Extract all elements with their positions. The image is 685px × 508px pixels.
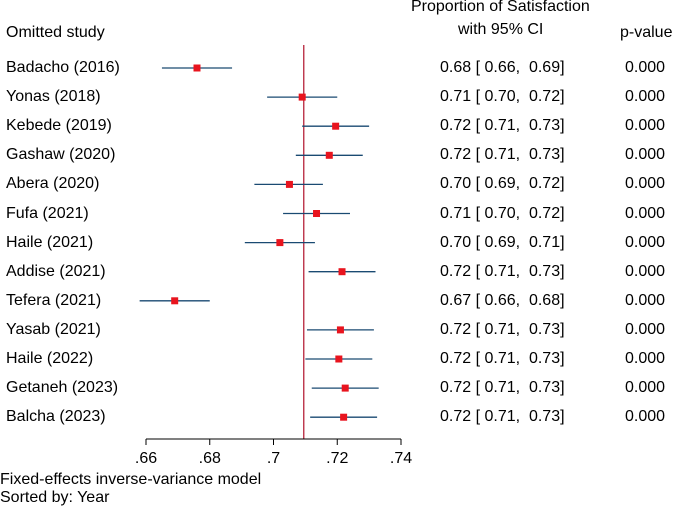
estimate-column-header-line2: with 95% CI <box>458 21 544 38</box>
x-tick-label: .66 <box>134 450 158 467</box>
point-estimate-marker <box>171 297 179 305</box>
point-estimate-marker <box>338 268 346 276</box>
p-value: 0.000 <box>625 88 666 106</box>
x-tick-label: .74 <box>389 450 413 467</box>
pvalue-column-header: p-value <box>620 24 673 41</box>
study-label: Tefera (2021) <box>6 291 102 309</box>
study-label: Badacho (2016) <box>6 59 120 76</box>
p-value: 0.000 <box>625 262 666 280</box>
p-value: 0.000 <box>625 59 666 76</box>
estimate-ci-value: 0.71 [ 0.70, 0.72] <box>440 88 565 106</box>
study-label: Yasab (2021) <box>6 320 101 338</box>
study-label: Balcha (2023) <box>6 408 106 426</box>
estimate-ci-value: 0.72 [ 0.71, 0.73] <box>440 408 565 426</box>
p-value: 0.000 <box>625 175 666 193</box>
point-estimate-marker <box>340 413 348 421</box>
x-tick-label: .7 <box>266 450 281 467</box>
study-label: Abera (2020) <box>6 175 100 193</box>
point-estimate-marker <box>313 210 321 217</box>
estimate-ci-value: 0.72 [ 0.71, 0.73] <box>440 379 565 397</box>
estimate-ci-value: 0.72 [ 0.71, 0.73] <box>440 262 565 280</box>
study-label: Getaneh (2023) <box>6 379 119 397</box>
point-estimate-marker <box>298 93 306 101</box>
estimate-ci-value: 0.72 [ 0.71, 0.73] <box>440 146 565 164</box>
p-value: 0.000 <box>625 408 666 426</box>
study-column-header: Omitted study <box>6 24 105 41</box>
p-value: 0.000 <box>625 320 666 338</box>
study-label: Haile (2021) <box>6 233 94 251</box>
point-estimate-marker <box>332 122 340 130</box>
p-value: 0.000 <box>625 291 666 309</box>
p-value: 0.000 <box>625 204 666 222</box>
point-estimate-marker <box>193 64 201 72</box>
p-value: 0.000 <box>625 146 666 164</box>
study-label: Yonas (2018) <box>6 88 101 106</box>
study-label: Gashaw (2020) <box>6 146 116 164</box>
sort-note: Sorted by: Year <box>0 489 110 506</box>
estimate-ci-value: 0.68 [ 0.66, 0.69] <box>440 59 565 76</box>
point-estimate-marker <box>336 326 344 334</box>
p-value: 0.000 <box>625 379 666 397</box>
point-estimate-marker <box>341 384 349 392</box>
estimate-column-header-line1: Proportion of Satisfaction <box>411 0 590 15</box>
study-label: Fufa (2021) <box>6 204 89 222</box>
estimate-ci-value: 0.70 [ 0.69, 0.72] <box>440 175 565 193</box>
point-estimate-marker <box>335 355 343 363</box>
point-estimate-marker <box>325 151 333 159</box>
study-label: Addise (2021) <box>6 262 106 280</box>
x-tick-label: .72 <box>326 450 349 467</box>
x-tick-label: .68 <box>198 450 221 467</box>
estimate-ci-value: 0.72 [ 0.71, 0.73] <box>440 320 565 338</box>
p-value: 0.000 <box>625 233 666 251</box>
estimate-ci-value: 0.72 [ 0.71, 0.73] <box>440 117 565 135</box>
study-label: Haile (2022) <box>6 350 94 367</box>
estimate-ci-value: 0.71 [ 0.70, 0.72] <box>440 204 565 222</box>
p-value: 0.000 <box>625 350 666 367</box>
estimate-ci-value: 0.70 [ 0.69, 0.71] <box>440 233 565 251</box>
study-label: Kebede (2019) <box>6 117 112 135</box>
p-value: 0.000 <box>625 117 666 135</box>
point-estimate-marker <box>285 180 293 188</box>
estimate-ci-value: 0.67 [ 0.66, 0.68] <box>440 291 565 309</box>
model-note: Fixed-effects inverse-variance model <box>0 471 262 488</box>
point-estimate-marker <box>276 239 284 247</box>
estimate-ci-value: 0.72 [ 0.71, 0.73] <box>440 350 565 367</box>
